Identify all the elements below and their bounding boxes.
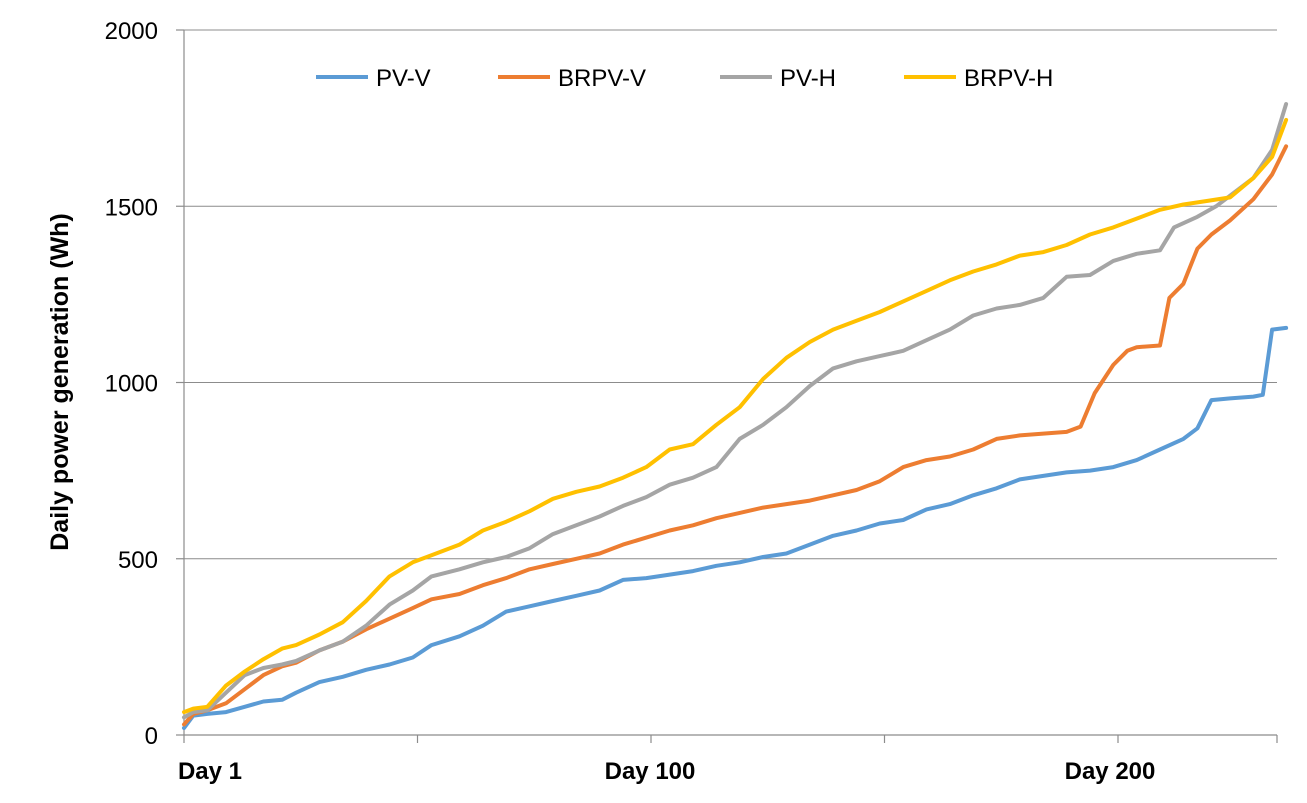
- series-line-brpv-h: [182, 117, 1289, 715]
- axes: 0 500 1000 1500 2000 Day 1 Day 100 Day 200: [105, 18, 1278, 785]
- y-tick-label: 0: [145, 723, 158, 750]
- legend-label-pv-v: PV-V: [376, 65, 431, 92]
- series-line-pv-h: [182, 102, 1289, 720]
- series-lines: [182, 102, 1289, 730]
- legend: PV-V BRPV-V PV-H BRPV-H: [316, 65, 1053, 92]
- series-line-pv-v: [182, 325, 1289, 730]
- legend-label-brpv-v: BRPV-V: [558, 65, 646, 92]
- y-tick-label: 500: [118, 547, 158, 574]
- y-tick-label: 2000: [105, 18, 158, 45]
- grid-lines: [184, 29, 1277, 560]
- y-tick-label: 1000: [105, 371, 158, 398]
- x-tick-label: Day 1: [178, 758, 242, 785]
- legend-label-pv-h: PV-H: [780, 65, 836, 92]
- y-axis-title: Daily power generation (Wh): [46, 213, 74, 551]
- y-tick-label: 1500: [105, 194, 158, 221]
- x-tick-label: Day 100: [605, 758, 696, 785]
- legend-label-brpv-h: BRPV-H: [964, 65, 1053, 92]
- x-tick-label: Day 200: [1065, 758, 1156, 785]
